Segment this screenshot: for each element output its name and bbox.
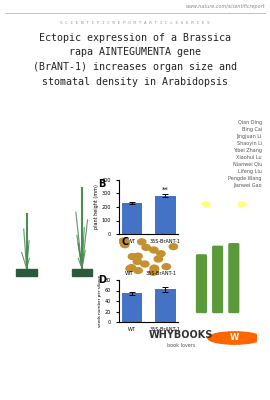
Circle shape <box>191 196 202 203</box>
Circle shape <box>149 269 158 275</box>
Text: C: C <box>122 237 129 247</box>
FancyBboxPatch shape <box>197 255 206 312</box>
Text: B: B <box>98 179 105 189</box>
Text: S C I E N T I F I C R E P O R T A R T I C L E S E R I E S: S C I E N T I F I C R E P O R T A R T I … <box>60 21 210 25</box>
Circle shape <box>204 193 216 200</box>
Text: D: D <box>98 275 106 285</box>
Circle shape <box>241 191 252 199</box>
Circle shape <box>213 200 224 208</box>
Circle shape <box>121 239 129 245</box>
Circle shape <box>202 202 210 207</box>
Text: **: ** <box>162 187 169 193</box>
Circle shape <box>208 332 261 344</box>
Circle shape <box>141 261 149 267</box>
Text: WT: WT <box>194 313 202 318</box>
Text: WT: WT <box>125 271 134 276</box>
Circle shape <box>150 266 159 272</box>
Y-axis label: plant height (mm): plant height (mm) <box>94 184 99 230</box>
FancyBboxPatch shape <box>229 244 239 312</box>
Circle shape <box>162 264 170 270</box>
Text: 35S-BrANT-1: 35S-BrANT-1 <box>218 313 249 318</box>
Text: W: W <box>230 334 239 342</box>
Circle shape <box>224 206 236 214</box>
Text: 35S-BrANT-1: 35S-BrANT-1 <box>227 225 257 230</box>
Text: A: A <box>13 183 21 193</box>
Text: Ectopic expression of a Brassica
rapa AINTEGUMENTA gene
(BrANT-1) increases orga: Ectopic expression of a Brassica rapa AI… <box>33 33 237 87</box>
Text: Qian Ding
Bing Cai
Jingjuan Li
Shaoyin Li
Yibei Zhang
Xiaohui Lu
Nianwei Qiu
Lif: Qian Ding Bing Cai Jingjuan Li Shaoyin L… <box>228 120 262 188</box>
Bar <box>122 293 142 322</box>
Circle shape <box>127 265 136 270</box>
Circle shape <box>191 205 202 213</box>
Circle shape <box>238 202 246 207</box>
Text: 35S-BrANT-1: 35S-BrANT-1 <box>146 271 177 276</box>
Circle shape <box>154 256 163 262</box>
Text: WT: WT <box>22 269 31 274</box>
Circle shape <box>150 247 158 253</box>
Circle shape <box>224 195 236 202</box>
Circle shape <box>128 254 137 260</box>
Circle shape <box>133 258 141 264</box>
Circle shape <box>169 244 178 250</box>
Circle shape <box>119 238 127 244</box>
Circle shape <box>157 251 165 257</box>
Text: E: E <box>188 182 194 192</box>
Bar <box>72 269 92 276</box>
Circle shape <box>134 268 142 274</box>
FancyBboxPatch shape <box>213 246 222 312</box>
Circle shape <box>134 253 142 259</box>
Circle shape <box>150 265 158 271</box>
Bar <box>16 269 37 276</box>
Bar <box>155 196 176 234</box>
Circle shape <box>241 210 252 217</box>
Bar <box>122 203 142 234</box>
Text: WHYBOOKS: WHYBOOKS <box>149 330 213 340</box>
Circle shape <box>204 208 216 216</box>
Text: book lovers: book lovers <box>167 343 195 348</box>
Circle shape <box>126 266 134 272</box>
Text: WT: WT <box>197 225 206 230</box>
Text: 35S-BrANT-1: 35S-BrANT-1 <box>66 269 97 274</box>
Text: F: F <box>188 238 194 248</box>
Circle shape <box>121 242 129 248</box>
Text: www.nature.com/scientificreport: www.nature.com/scientificreport <box>185 4 265 9</box>
Bar <box>155 290 176 322</box>
Circle shape <box>251 200 262 208</box>
Circle shape <box>142 244 150 250</box>
Y-axis label: seeds number per silique: seeds number per silique <box>98 275 102 327</box>
Circle shape <box>138 239 146 245</box>
